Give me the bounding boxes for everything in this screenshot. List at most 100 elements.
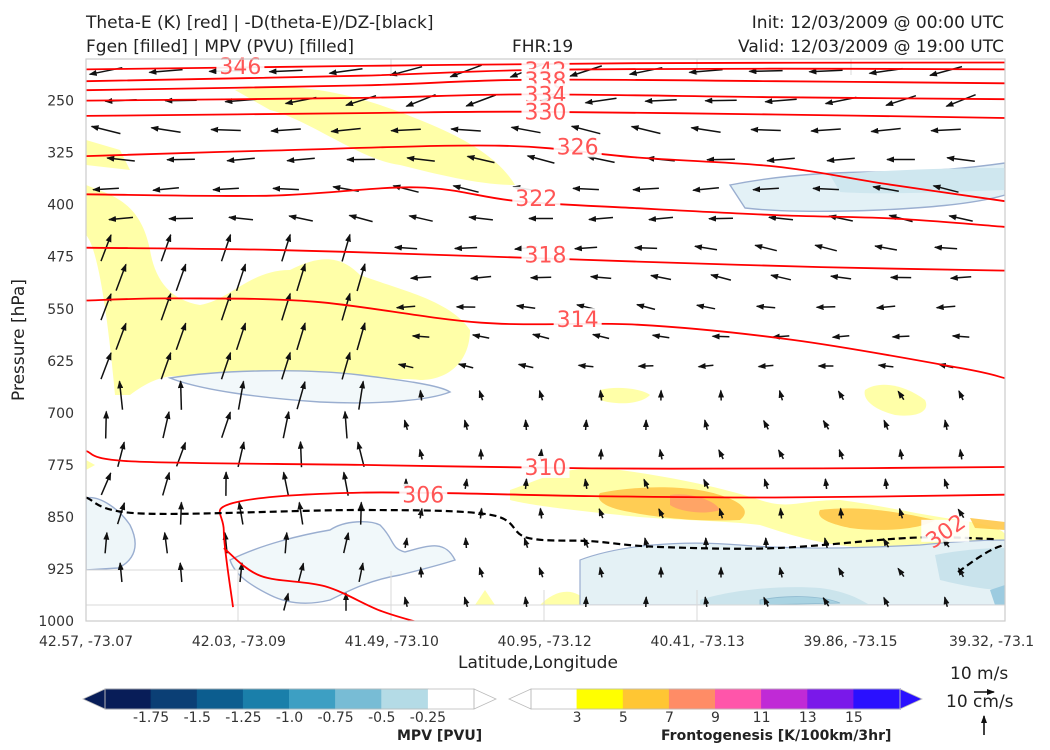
colorbar-swatch [104, 688, 153, 710]
colorbar-extend-left [82, 688, 106, 710]
wind-vector [272, 185, 299, 192]
wind-vector [478, 389, 485, 401]
wind-vector [882, 537, 890, 548]
y-tick-label: 850 [47, 510, 74, 526]
wind-vector [935, 304, 956, 311]
wind-vector [116, 501, 126, 525]
wind-vector [763, 596, 770, 607]
wind-vector [100, 351, 112, 380]
theta-e-contour [223, 547, 417, 621]
wind-vector [588, 215, 614, 222]
wind-vector [883, 596, 890, 607]
colorbar-tick-label: 7 [665, 710, 674, 726]
wind-vector [328, 67, 363, 76]
wind-vector [453, 245, 478, 252]
wind-vector [572, 185, 599, 192]
y-tick-label: 775 [47, 458, 74, 474]
wind-vector [885, 94, 917, 107]
wind-vector [117, 562, 124, 583]
wind-vector [342, 531, 350, 554]
contour-label-bg [921, 519, 970, 542]
wind-vector [778, 566, 785, 578]
wind-vector [341, 292, 351, 321]
wind-vector [831, 333, 850, 340]
wind-vector [406, 155, 435, 162]
wind-vector [418, 448, 425, 460]
x-tick-label: 42.03, -73.09 [192, 634, 286, 650]
wind-vector [403, 419, 410, 431]
wind-vector [297, 501, 304, 525]
wind-vector [457, 362, 474, 369]
colorbar-swatch [807, 688, 855, 710]
wind-vector [822, 419, 830, 430]
wind-vector [100, 292, 112, 321]
wind-vector [469, 274, 492, 281]
wind-vector [777, 449, 785, 460]
wind-vector [288, 214, 313, 222]
wind-vector [883, 419, 890, 430]
wind-vector [808, 68, 843, 75]
zero-stability-line [957, 543, 1005, 573]
wind-vector [409, 274, 432, 281]
colorbar-extend-left [508, 688, 532, 710]
theta-e-contour-label: 306 [402, 484, 444, 509]
wind-vector [517, 362, 534, 369]
wind-vector [210, 126, 241, 133]
theta-e-contour [86, 144, 1005, 203]
wind-vector [342, 410, 349, 439]
wind-vector [358, 501, 365, 525]
y-tick-label: 1000 [38, 614, 74, 630]
y-tick-label: 475 [47, 250, 74, 266]
wind-vector [943, 478, 950, 489]
theta-e-contour-label: 310 [525, 456, 567, 481]
contour-label-bg [553, 135, 602, 158]
wind-vector [341, 351, 351, 380]
wind-vector [943, 596, 950, 607]
wind-vector [632, 186, 659, 193]
wind-vector [650, 273, 672, 281]
wind-vector [162, 531, 169, 554]
wind-vector [877, 362, 894, 369]
wind-vector [220, 351, 232, 380]
wind-vector [90, 125, 121, 135]
colorbar-tick-label: 11 [753, 710, 771, 726]
wind-vector [408, 214, 433, 222]
fgen-colorbar: 3 5 7 9 11 13 15 [508, 688, 923, 726]
colorbar-swatch [853, 688, 902, 710]
wind-vector [238, 562, 245, 583]
wind-vector [598, 566, 605, 578]
theta-e-contour-label: 318 [525, 244, 567, 269]
wind-vector [538, 389, 545, 401]
wind-vector [764, 98, 797, 105]
wind-vector [538, 507, 545, 519]
wind-vector [417, 507, 424, 519]
colorbar-tick-label: 5 [619, 710, 628, 726]
wind-vector [703, 419, 710, 431]
wind-vector [837, 390, 845, 401]
plot-frame [85, 58, 1006, 622]
wind-vector [348, 214, 373, 223]
wind-vector [694, 244, 718, 251]
colorbar-frame [530, 688, 901, 710]
wind-vector [510, 125, 541, 134]
wind-vector [951, 333, 970, 340]
wind-vector [757, 363, 774, 370]
colorbar-tick-label: -1.5 [184, 710, 211, 726]
wind-vector [636, 303, 656, 311]
wind-vector [281, 233, 291, 262]
wind-vector [478, 566, 485, 578]
colorbar-swatch [381, 688, 429, 710]
wind-vector [598, 389, 605, 401]
wind-vector [778, 507, 785, 519]
x-tick-label: 39.32, -73.1 [949, 634, 1034, 650]
wind-vector [933, 244, 958, 251]
wind-vector [644, 97, 677, 104]
wind-vector [468, 214, 493, 221]
contour-label-bg [399, 483, 448, 506]
wind-vector [228, 215, 254, 221]
wind-vector [342, 471, 349, 496]
x-axis-label: Latitude,Longitude [458, 653, 618, 673]
wind-vector [949, 274, 972, 281]
colorbar-swatch [576, 688, 625, 710]
y-tick-label: 550 [47, 302, 74, 318]
